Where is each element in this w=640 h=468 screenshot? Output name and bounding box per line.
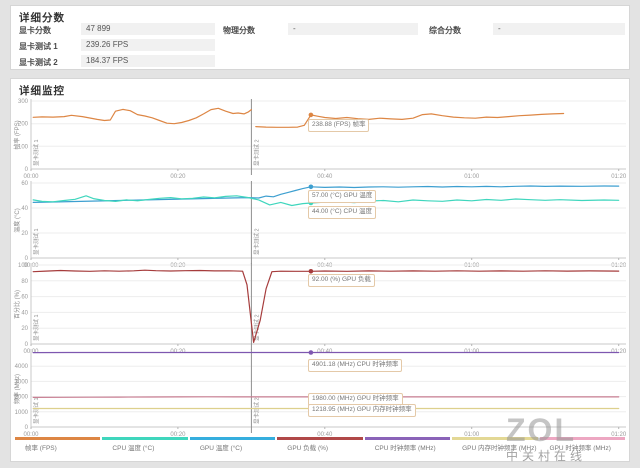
- svg-text:200: 200: [18, 122, 29, 128]
- legend-color-bar: [189, 437, 276, 440]
- svg-text:00:00: 00:00: [23, 432, 39, 438]
- svg-text:显卡测试 1: 显卡测试 1: [32, 397, 40, 424]
- detailed-monitoring-card: 详细监控 0 100 200 300 00:00 00:20 00:40 01:00 01:20…: [10, 78, 630, 462]
- chart-tooltip: 238.88 (FPS) 帧率: [308, 119, 370, 132]
- svg-text:20: 20: [21, 231, 28, 237]
- legend-label: CPU 时钟频率 (MHz): [374, 445, 436, 452]
- svg-text:显卡测试 1: 显卡测试 1: [32, 314, 40, 341]
- chart-fps[interactable]: 0 100 200 300 00:00 00:20 00:40 01:00 01:20 显卡测试 …: [11, 99, 631, 180]
- chart-tooltip: 1218.95 (MHz) GPU 内存时钟频率: [308, 404, 416, 417]
- physics-score-label: 物理分数: [223, 26, 255, 35]
- legend-color-bar: [452, 437, 538, 440]
- combined-score-label: 综合分数: [429, 26, 461, 35]
- svg-text:00:40: 00:40: [317, 263, 333, 269]
- legend-color-bar: [364, 437, 451, 440]
- legend-item[interactable]: CPU 时钟频率 (MHz): [364, 437, 451, 452]
- svg-text:频率 (MHz): 频率 (MHz): [13, 374, 21, 404]
- svg-text:4000: 4000: [15, 364, 29, 370]
- legend-label: GPU 内存时钟频率 (MHz): [462, 445, 537, 452]
- legend-item[interactable]: GPU 温度 (°C): [189, 437, 276, 452]
- svg-text:00:40: 00:40: [317, 432, 333, 438]
- svg-text:100: 100: [18, 263, 29, 269]
- legend-label: CPU 温度 (°C): [112, 445, 155, 452]
- svg-text:01:00: 01:00: [464, 432, 480, 438]
- combined-score-value: -: [493, 23, 625, 35]
- svg-text:1000: 1000: [15, 410, 29, 416]
- legend-label: GPU 时钟频率 (MHz): [549, 445, 611, 452]
- scores-title: 详细分数: [19, 12, 65, 24]
- chart-tooltip: 44.00 (°C) CPU 温度: [308, 206, 377, 219]
- legend-color-bar: [277, 437, 363, 440]
- svg-text:40: 40: [21, 206, 28, 212]
- chart-canvas[interactable]: 0 100 200 300 00:00 00:20 00:40 01:00 01:20 显卡测试 …: [11, 99, 631, 180]
- legend-color-bar: [539, 437, 625, 440]
- legend-item[interactable]: GPU 负载 (%): [277, 437, 363, 452]
- legend-item[interactable]: 帧率 (FPS): [15, 437, 101, 452]
- svg-text:显卡测试 2: 显卡测试 2: [252, 139, 260, 166]
- svg-text:显卡测试 1: 显卡测试 1: [32, 139, 40, 166]
- svg-text:01:20: 01:20: [611, 432, 627, 438]
- svg-text:温度 (°C): 温度 (°C): [13, 208, 21, 232]
- svg-text:00:40: 00:40: [317, 174, 333, 180]
- svg-text:01:00: 01:00: [464, 263, 480, 269]
- svg-text:00:00: 00:00: [23, 174, 39, 180]
- legend-item[interactable]: CPU 温度 (°C): [102, 437, 188, 452]
- chart-load[interactable]: 02040608010000:0000:2000:4001:0001:20显卡测…: [11, 263, 631, 355]
- svg-text:100: 100: [18, 144, 29, 150]
- chart-tooltip: 92.00 (%) GPU 负载: [308, 274, 375, 287]
- svg-text:01:20: 01:20: [611, 174, 627, 180]
- detailed-scores-card: 详细分数 显卡分数 47 899 物理分数 - 综合分数 - 显卡测试 1 23…: [10, 5, 630, 70]
- legend-item[interactable]: GPU 时钟频率 (MHz): [539, 437, 625, 452]
- chart-tooltip: 4901.18 (MHz) CPU 时钟频率: [308, 359, 403, 372]
- svg-text:300: 300: [18, 99, 29, 105]
- graphics-test2-value: 184.37 FPS: [81, 55, 215, 67]
- svg-text:0: 0: [25, 256, 29, 262]
- svg-text:显卡测试 2: 显卡测试 2: [252, 228, 260, 255]
- svg-text:帧率 (FPS): 帧率 (FPS): [13, 120, 21, 149]
- graphics-test1-label: 显卡测试 1: [19, 42, 58, 51]
- svg-text:20: 20: [21, 326, 28, 332]
- legend-item[interactable]: GPU 内存时钟频率 (MHz): [452, 437, 538, 452]
- chart-frequency[interactable]: 0 1000 2000 3000 4000 00:00 00:20 00:40 01:00 01:…: [11, 347, 631, 438]
- legend-label: GPU 负载 (%): [287, 445, 329, 452]
- svg-text:00:20: 00:20: [170, 432, 186, 438]
- svg-text:0: 0: [25, 342, 29, 348]
- graphics-score-label: 显卡分数: [19, 26, 51, 35]
- chart-tooltip: 57.00 (°C) GPU 温度: [308, 190, 377, 203]
- svg-text:60: 60: [21, 295, 28, 301]
- svg-text:60: 60: [21, 181, 28, 187]
- chart-legend: 帧率 (FPS) CPU 温度 (°C) GPU 温度 (°C) GPU 负载 (%)…: [15, 437, 627, 452]
- graphics-score-value: 47 899: [81, 23, 215, 35]
- legend-color-bar: [15, 437, 101, 440]
- graphics-test2-label: 显卡测试 2: [19, 58, 58, 67]
- svg-text:00:20: 00:20: [170, 174, 186, 180]
- legend-label: GPU 温度 (°C): [199, 445, 243, 452]
- physics-score-value: -: [288, 23, 418, 35]
- svg-text:2000: 2000: [15, 395, 29, 401]
- svg-text:01:00: 01:00: [464, 174, 480, 180]
- svg-text:显卡测试 2: 显卡测试 2: [252, 397, 260, 424]
- svg-text:显卡测试 1: 显卡测试 1: [32, 228, 40, 255]
- svg-text:80: 80: [21, 279, 28, 285]
- svg-text:0: 0: [25, 167, 29, 173]
- svg-text:0: 0: [25, 425, 29, 431]
- svg-text:3000: 3000: [15, 379, 29, 385]
- monitoring-title: 详细监控: [19, 85, 65, 97]
- graphics-test1-value: 239.26 FPS: [81, 39, 215, 51]
- svg-text:00:20: 00:20: [170, 263, 186, 269]
- svg-text:40: 40: [21, 310, 28, 316]
- legend-label: 帧率 (FPS): [25, 445, 57, 452]
- svg-text:显卡测试 2: 显卡测试 2: [252, 314, 260, 341]
- svg-text:百分比 (%): 百分比 (%): [13, 290, 21, 319]
- svg-text:01:20: 01:20: [611, 263, 627, 269]
- legend-color-bar: [102, 437, 188, 440]
